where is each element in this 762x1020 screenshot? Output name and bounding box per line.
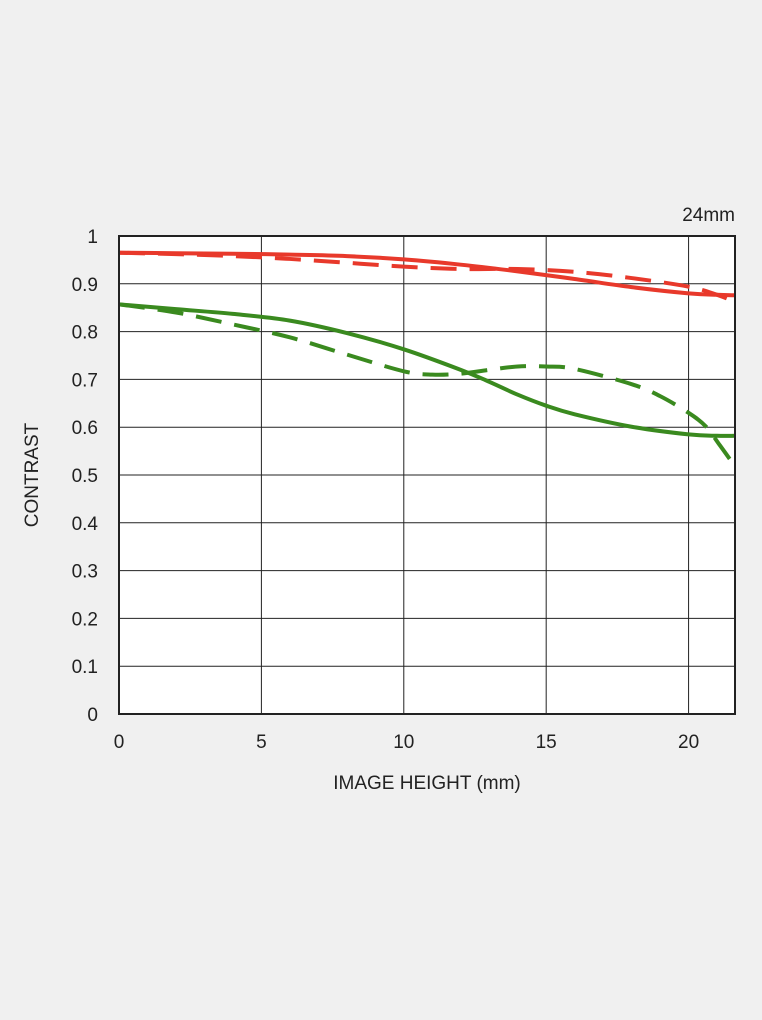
- y-tick-label: 0.2: [72, 609, 98, 630]
- x-tick-label: 20: [678, 732, 699, 753]
- green-dashed-series-line: [119, 302, 735, 468]
- y-tick-label: 0.9: [72, 275, 98, 296]
- green-solid-series-line: [119, 302, 735, 438]
- chart-title: 24mm: [682, 205, 735, 226]
- tick-labels: 00.10.20.30.40.50.60.70.80.910 5 10 15 20: [72, 227, 700, 753]
- y-tick-label: 0.1: [72, 657, 98, 678]
- series-group: [119, 250, 735, 468]
- y-axis-title: CONTRAST: [22, 422, 43, 527]
- y-tick-label: 0.8: [72, 323, 98, 344]
- red-solid-series-line: [119, 250, 735, 298]
- y-tick-label: 0: [87, 705, 98, 726]
- x-tick-label: 5: [256, 732, 267, 753]
- y-tick-label: 0.5: [72, 466, 98, 487]
- x-tick-label: 10: [393, 732, 414, 753]
- x-axis-title: IMAGE HEIGHT (mm): [333, 773, 521, 794]
- y-tick-label: 0.4: [72, 514, 99, 535]
- red-dashed-series-line: [119, 250, 735, 304]
- x-tick-label: 15: [536, 732, 557, 753]
- y-tick-label: 0.6: [72, 418, 98, 439]
- y-tick-label: 0.3: [72, 562, 98, 583]
- y-tick-label: 0.7: [72, 370, 98, 391]
- y-tick-label: 1: [87, 227, 98, 248]
- plot-frame: [118, 235, 736, 715]
- x-tick-label: 0: [114, 732, 125, 753]
